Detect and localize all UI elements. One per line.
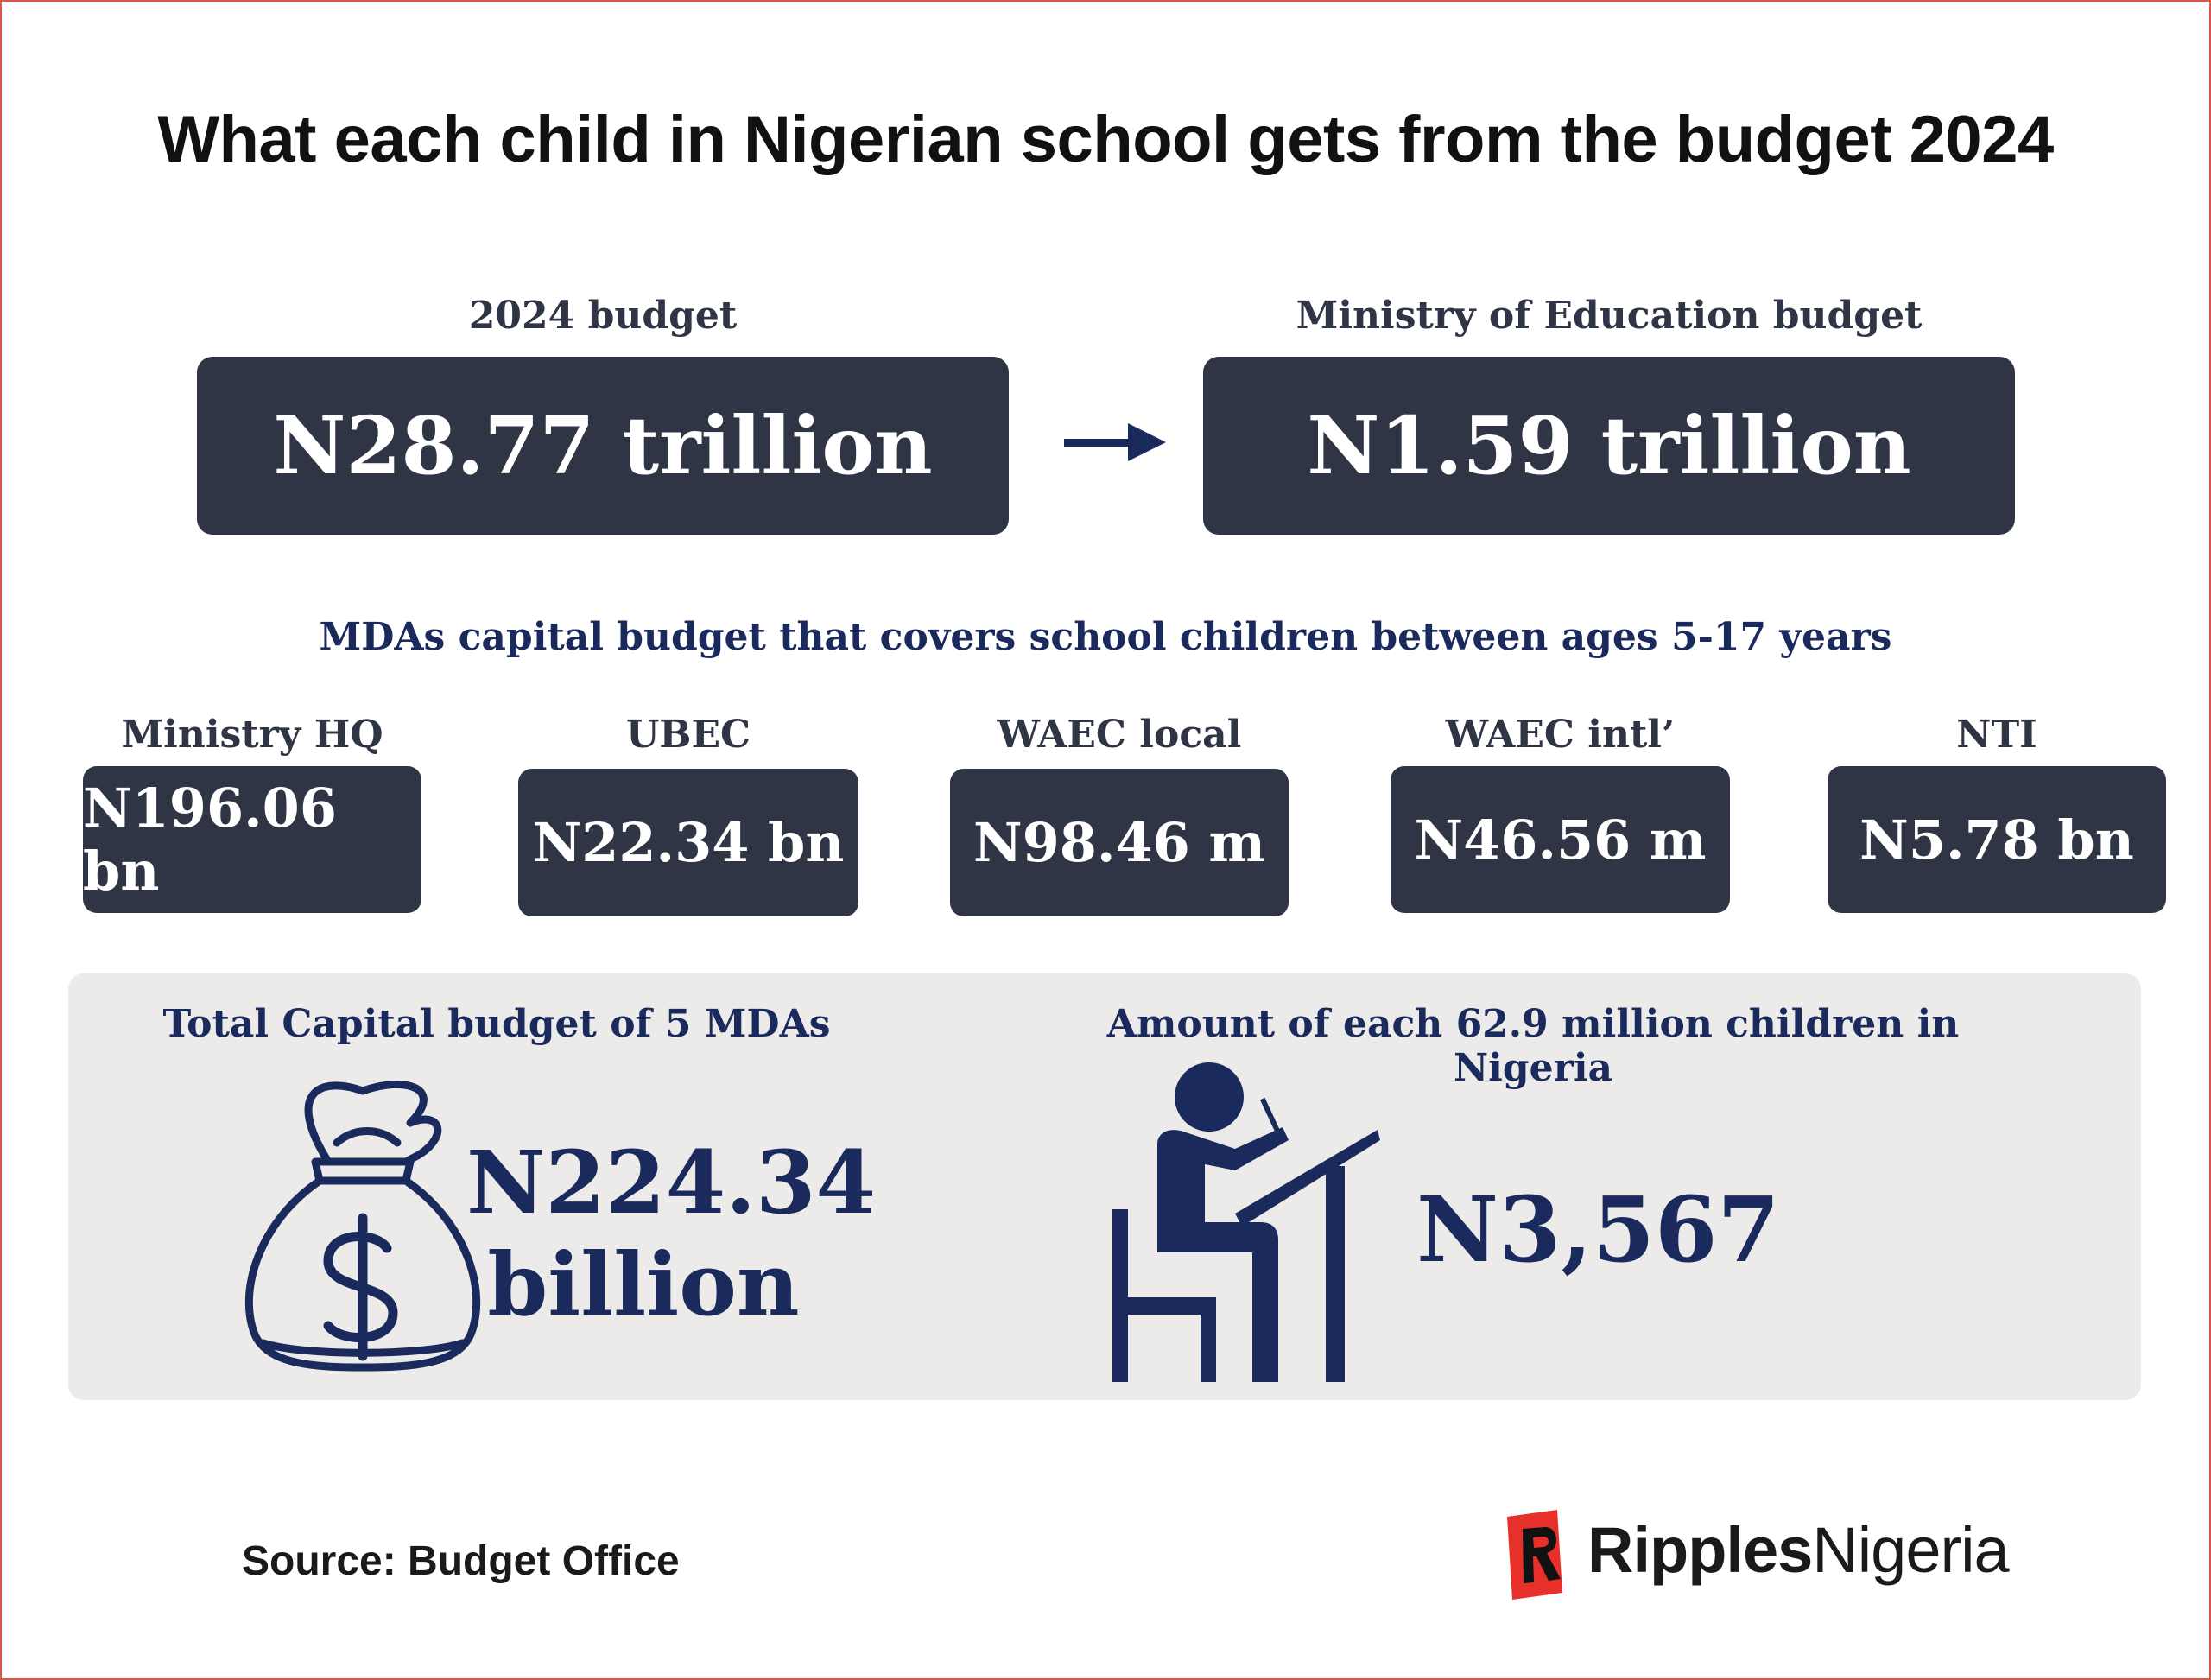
total-capital-value: N224.34 billion [466,1132,877,1335]
per-child-value: N3,567 [1416,1176,1780,1283]
mda-value-waec-intl: N46.56 m [1414,808,1707,872]
page-title: What each child in Nigerian school gets … [157,103,2054,176]
budget-value: N28.77 trillion [273,399,933,492]
brand-part1: Ripples [1587,1514,1813,1586]
mda-value-ubec: N22.34 bn [532,811,845,874]
mda-box-ubec: N22.34 bn [518,769,858,916]
mda-value-ministry-hq: N196.06 bn [83,777,337,903]
brand-part2: Nigeria [1812,1514,2009,1586]
budget-value-box: N28.77 trillion [197,357,1009,535]
source-note: Source: Budget Office [242,1538,680,1584]
budget-caption: 2024 budget [468,294,738,338]
total-label: Total Capital budget of 5 MDAs [162,1002,831,1046]
mdas-subtitle: MDAs capital budget that covers school c… [319,615,1892,659]
education-value: N1.59 trillion [1307,399,1911,492]
mda-value-waec-local: N98.46 m [972,811,1265,874]
mda-box-waec-local: N98.46 m [950,769,1289,916]
mda-name-nti: NTI [1956,713,2037,757]
money-bag-icon [244,1081,481,1372]
brand-wordmark: RipplesNigeria [1587,1513,2010,1587]
mda-box-ministry-hq: N196.06 bn [83,766,421,913]
mda-name-waec-local: WAEC local [997,713,1242,757]
total-value-line1: N224.34 [466,1132,877,1233]
total-value-line2: billion [487,1233,800,1335]
mda-name-waec-intl: WAEC intl’ [1445,713,1676,757]
student-at-desk-icon [1112,1062,1380,1382]
mda-value-nti: N5.78 bn [1859,808,2134,872]
per-child-label: Amount of each 62.9 million children in … [1106,1002,1960,1090]
mda-box-nti: N5.78 bn [1828,766,2166,913]
education-caption: Ministry of Education budget [1296,294,1923,338]
arrow-right-icon [1064,423,1166,461]
mda-name-ubec: UBEC [625,713,751,757]
mda-box-waec-intl: N46.56 m [1391,766,1730,913]
mda-name-ministry-hq: Ministry HQ [121,713,383,757]
ripples-logo-icon [1507,1510,1562,1600]
education-value-box: N1.59 trillion [1203,357,2015,535]
